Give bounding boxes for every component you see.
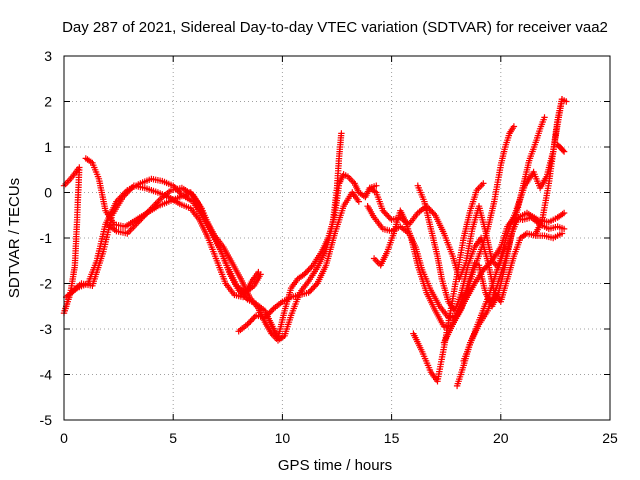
series-track-14 xyxy=(532,96,566,237)
series-track-5 xyxy=(235,189,362,335)
data-point xyxy=(302,269,309,277)
y-tick-label: -4 xyxy=(40,367,53,383)
data-point xyxy=(379,207,387,214)
x-tick-label: 15 xyxy=(384,430,400,446)
data-point xyxy=(560,209,568,217)
data-point xyxy=(558,230,566,237)
chart-title: Day 287 of 2021, Sidereal Day-to-day VTE… xyxy=(62,19,608,36)
data-layer xyxy=(60,96,570,390)
series-track-4 xyxy=(104,184,264,296)
series-track-11 xyxy=(440,123,518,346)
data-point xyxy=(241,293,248,300)
data-point xyxy=(269,306,276,314)
data-point xyxy=(248,316,255,324)
x-tick-label: 5 xyxy=(169,430,177,446)
data-point xyxy=(560,225,568,233)
data-point xyxy=(266,309,273,317)
data-point xyxy=(558,96,566,103)
y-tick-label: -1 xyxy=(40,230,53,246)
y-tick-label: 3 xyxy=(44,48,52,64)
data-point xyxy=(250,315,257,322)
data-point xyxy=(426,206,433,213)
series-track-12 xyxy=(453,114,548,390)
y-tick-label: 0 xyxy=(44,185,52,201)
data-point xyxy=(263,312,270,320)
grid-lines xyxy=(64,56,610,420)
data-point xyxy=(481,265,488,272)
data-point xyxy=(429,209,436,216)
data-point xyxy=(385,213,392,220)
data-point xyxy=(480,180,487,187)
data-point xyxy=(177,190,184,197)
series-track-15 xyxy=(554,141,568,155)
y-tick-label: -5 xyxy=(40,412,53,428)
data-point xyxy=(305,289,312,296)
x-tick-label: 10 xyxy=(275,430,291,446)
x-tick-label: 20 xyxy=(493,430,509,446)
data-point xyxy=(381,209,388,216)
x-tick-label: 0 xyxy=(60,430,68,446)
data-point xyxy=(312,281,320,289)
data-point xyxy=(306,287,314,295)
data-point xyxy=(510,123,518,130)
data-point xyxy=(245,319,253,327)
data-point xyxy=(560,148,568,155)
data-point xyxy=(247,318,254,325)
data-point xyxy=(261,314,269,321)
y-tick-label: -3 xyxy=(40,321,53,337)
data-point xyxy=(373,182,380,189)
series-track-1 xyxy=(60,164,262,317)
y-axis-label: SDTVAR / TECUs xyxy=(6,178,23,298)
data-point xyxy=(257,271,264,278)
data-point xyxy=(264,311,271,318)
x-tick-label: 25 xyxy=(602,430,618,446)
y-tick-label: -2 xyxy=(40,276,53,292)
data-point xyxy=(541,114,548,121)
axis-ticks: 0 5 10 15 20 25 -5 -4 -3 -2 -1 0 1 2 3 xyxy=(40,48,618,446)
data-point xyxy=(306,265,314,272)
data-point xyxy=(301,271,308,278)
data-point xyxy=(355,198,362,205)
data-point xyxy=(386,215,394,222)
y-tick-label: 1 xyxy=(44,139,52,155)
data-point xyxy=(251,313,258,321)
data-point xyxy=(304,268,311,275)
x-axis-label: GPS time / hours xyxy=(278,457,392,474)
data-point xyxy=(559,147,567,154)
data-point xyxy=(338,130,345,137)
y-tick-label: 2 xyxy=(44,94,52,110)
data-point xyxy=(308,286,315,293)
data-point xyxy=(308,263,315,270)
data-point xyxy=(311,283,318,290)
